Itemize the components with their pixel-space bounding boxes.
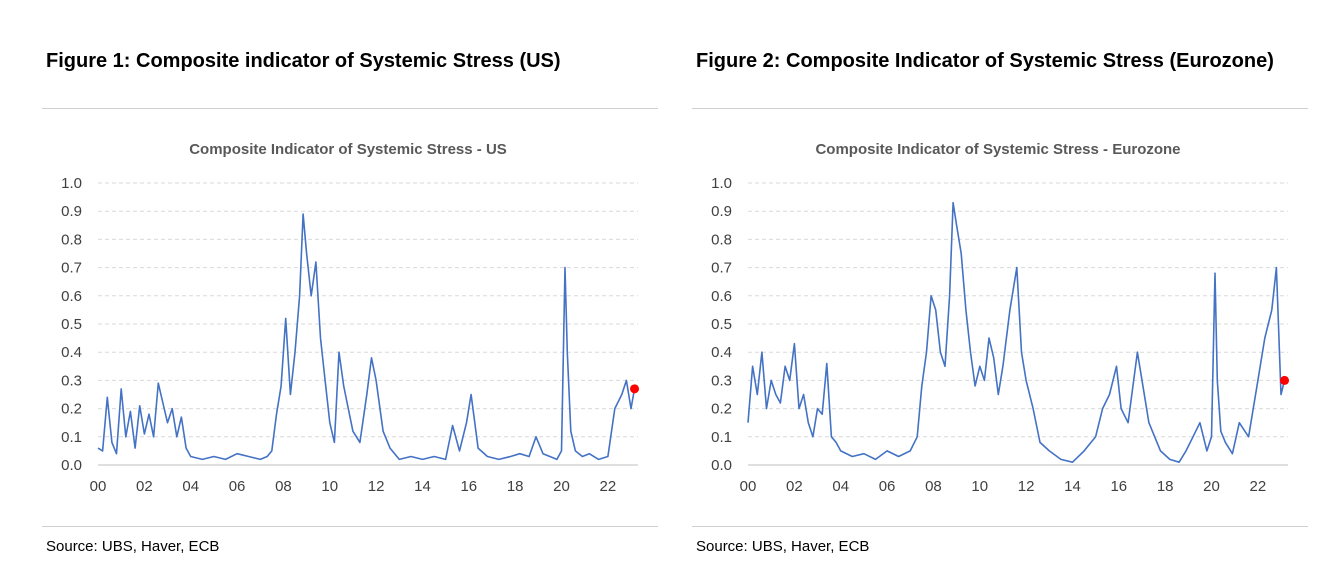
y-tick-label: 1.0	[61, 175, 82, 192]
latest-value-marker	[630, 384, 640, 394]
x-tick-label: 04	[182, 478, 199, 495]
figure-2-heading: Figure 2: Composite Indicator of Systemi…	[696, 50, 1274, 72]
y-tick-label: 0.6	[61, 288, 82, 305]
x-tick-label: 16	[1110, 478, 1127, 495]
figure-2-top-rule	[692, 108, 1308, 109]
y-tick-label: 0.4	[61, 344, 82, 361]
x-tick-label: 12	[1018, 478, 1035, 495]
y-tick-label: 0.0	[711, 457, 732, 474]
figure-1-source: Source: UBS, Haver, ECB	[46, 538, 220, 555]
y-tick-label: 0.8	[711, 231, 732, 248]
x-tick-label: 04	[832, 478, 849, 495]
y-tick-label: 0.2	[61, 401, 82, 418]
x-tick-label: 20	[553, 478, 570, 495]
figure-1-heading: Figure 1: Composite indicator of Systemi…	[46, 50, 561, 72]
x-tick-label: 02	[786, 478, 803, 495]
latest-value-marker	[1280, 375, 1290, 385]
x-tick-label: 22	[600, 478, 617, 495]
x-tick-label: 00	[740, 478, 757, 495]
x-tick-label: 02	[136, 478, 153, 495]
figure-1-panel: Figure 1: Composite indicator of Systemi…	[42, 0, 658, 588]
y-tick-label: 0.8	[61, 231, 82, 248]
figure-2-source: Source: UBS, Haver, ECB	[696, 538, 870, 555]
x-tick-label: 08	[275, 478, 292, 495]
y-tick-label: 0.4	[711, 344, 732, 361]
chart-title: Composite Indicator of Systemic Stress -…	[189, 141, 507, 158]
x-tick-label: 14	[414, 478, 431, 495]
x-tick-label: 10	[971, 478, 988, 495]
y-tick-label: 0.9	[61, 203, 82, 220]
x-tick-label: 00	[90, 478, 107, 495]
y-tick-label: 0.2	[711, 401, 732, 418]
series-line	[747, 201, 1286, 463]
x-tick-label: 08	[925, 478, 942, 495]
figure-1-chart: Composite Indicator of Systemic Stress -…	[61, 141, 640, 495]
chart-title: Composite Indicator of Systemic Stress -…	[815, 141, 1180, 158]
x-tick-label: 06	[229, 478, 246, 495]
x-tick-label: 22	[1250, 478, 1267, 495]
y-tick-label: 0.7	[61, 260, 82, 277]
x-tick-label: 18	[1157, 478, 1174, 495]
y-tick-label: 0.3	[711, 372, 732, 389]
y-tick-label: 0.3	[61, 372, 82, 389]
figure-2-chart: Composite Indicator of Systemic Stress -…	[711, 141, 1290, 495]
x-tick-label: 18	[507, 478, 524, 495]
x-tick-label: 12	[368, 478, 385, 495]
y-tick-label: 0.5	[61, 316, 82, 333]
x-tick-label: 16	[460, 478, 477, 495]
figure-2-panel: Figure 2: Composite Indicator of Systemi…	[692, 0, 1308, 588]
y-tick-label: 0.9	[711, 203, 732, 220]
x-tick-label: 14	[1064, 478, 1081, 495]
series-line	[97, 213, 636, 461]
y-tick-label: 1.0	[711, 175, 732, 192]
y-tick-label: 0.1	[711, 429, 732, 446]
x-tick-label: 20	[1203, 478, 1220, 495]
y-tick-label: 0.5	[711, 316, 732, 333]
y-tick-label: 0.7	[711, 260, 732, 277]
x-tick-label: 10	[321, 478, 338, 495]
y-tick-label: 0.1	[61, 429, 82, 446]
y-tick-label: 0.6	[711, 288, 732, 305]
y-tick-label: 0.0	[61, 457, 82, 474]
figure-1-top-rule	[42, 108, 658, 109]
figure-1-bottom-rule	[42, 526, 658, 527]
figure-2-bottom-rule	[692, 526, 1308, 527]
x-tick-label: 06	[879, 478, 896, 495]
